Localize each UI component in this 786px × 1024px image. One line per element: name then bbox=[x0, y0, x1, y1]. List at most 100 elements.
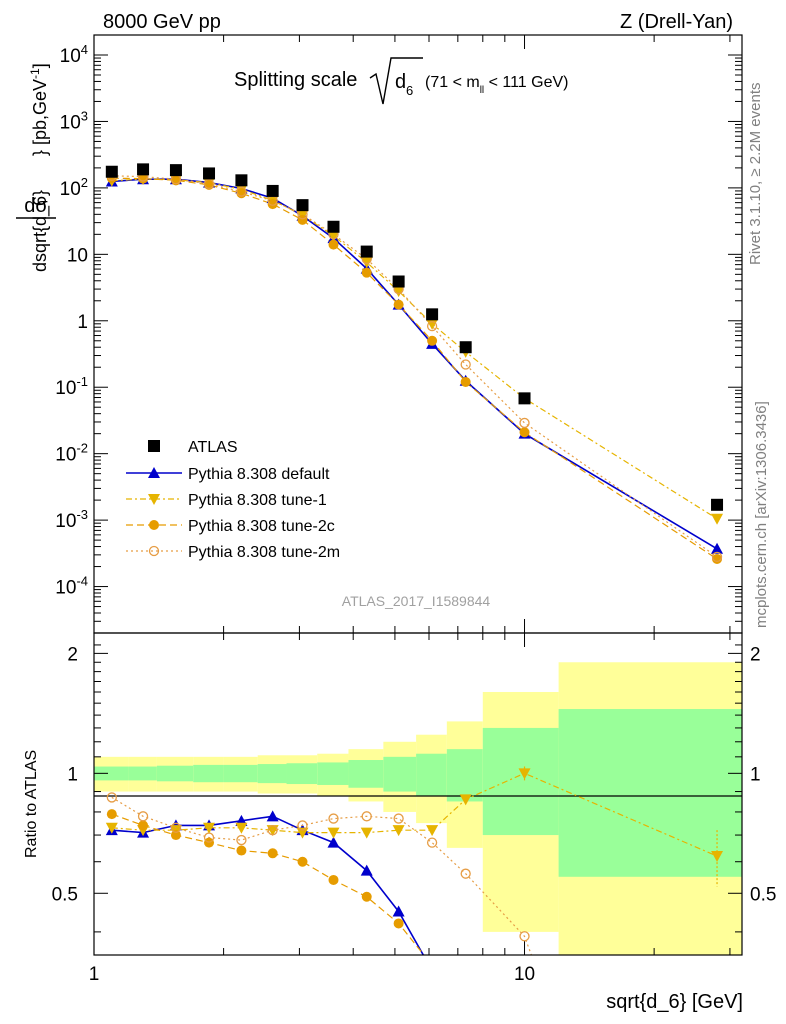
data-point bbox=[328, 239, 339, 250]
data-point bbox=[360, 257, 373, 269]
data-point bbox=[361, 267, 372, 278]
atlas-point bbox=[327, 220, 340, 233]
atlas-point bbox=[711, 498, 724, 511]
ratio-point bbox=[203, 822, 216, 834]
data-point bbox=[711, 542, 724, 554]
ratio-point bbox=[267, 825, 278, 836]
series-line-3 bbox=[111, 177, 718, 560]
data-point bbox=[392, 286, 405, 298]
legend-marker bbox=[148, 467, 160, 478]
ratio-point bbox=[328, 874, 339, 885]
inner-band bbox=[317, 762, 349, 785]
ratio-frame bbox=[93, 632, 743, 956]
ratio-point bbox=[361, 811, 372, 822]
ratio-point bbox=[519, 931, 530, 942]
main-curves bbox=[105, 163, 724, 564]
inner-band bbox=[193, 764, 224, 783]
inner-band bbox=[482, 727, 559, 836]
data-point bbox=[427, 335, 438, 346]
ratio-point bbox=[711, 851, 724, 863]
data-point bbox=[460, 359, 471, 370]
ratio-point bbox=[297, 856, 308, 867]
data-point bbox=[712, 553, 723, 564]
analysis-id: ATLAS_2017_I1589844 bbox=[342, 593, 491, 609]
legend-label: Pythia 8.308 default bbox=[188, 466, 330, 483]
legend-marker bbox=[148, 494, 160, 505]
rivet-note: Rivet 3.1.10, ≥ 2.2M events bbox=[747, 83, 764, 266]
data-point bbox=[460, 376, 471, 387]
y-tick-label: 10-4 bbox=[55, 574, 88, 599]
atlas-point bbox=[105, 165, 118, 178]
y-tick-label: 1 bbox=[77, 312, 88, 333]
data-point bbox=[519, 417, 530, 429]
ratio-point bbox=[106, 792, 117, 803]
x-axis-label: sqrt{d_6} [GeV] bbox=[606, 991, 743, 1013]
ratio-point bbox=[518, 768, 531, 780]
legend-label: Pythia 8.308 tune-2m bbox=[188, 544, 340, 561]
ratio-point bbox=[296, 827, 309, 839]
ratio-point bbox=[460, 868, 471, 879]
plot-title-var: d bbox=[395, 71, 406, 93]
atlas-point bbox=[137, 163, 150, 176]
inner-band bbox=[286, 763, 318, 785]
ratio-point bbox=[392, 905, 405, 917]
ratio-point bbox=[361, 891, 372, 902]
ratio-point bbox=[236, 834, 247, 846]
atlas-point bbox=[169, 164, 182, 177]
data-point bbox=[519, 427, 530, 438]
legend-marker bbox=[148, 440, 160, 452]
y-tick-label: 10-2 bbox=[55, 441, 88, 466]
ratio-point bbox=[235, 822, 248, 834]
y-axis-label-denominator: dsqrt{d_6} bbox=[30, 190, 51, 272]
ratio-panel: 0.5 0.5 1 1 2 2 bbox=[52, 632, 776, 956]
legend-marker bbox=[149, 520, 159, 530]
ratio-point bbox=[327, 827, 340, 839]
ratio-point bbox=[138, 820, 149, 831]
plot-title-sub: 6 bbox=[406, 83, 413, 98]
plot-title-prefix: Splitting scale bbox=[234, 69, 357, 91]
inner-band bbox=[416, 753, 447, 796]
legend-marker bbox=[148, 545, 160, 557]
inner-band bbox=[156, 765, 194, 782]
ratio-y-label: Ratio to ATLAS bbox=[23, 750, 40, 858]
y-tick-label: 103 bbox=[60, 108, 88, 133]
y-tick-label: 10 bbox=[67, 245, 88, 266]
atlas-point bbox=[392, 275, 405, 288]
inner-band bbox=[348, 760, 384, 788]
x-tick-label: 10 bbox=[514, 964, 535, 985]
inner-band bbox=[128, 766, 157, 781]
series-line-4 bbox=[111, 175, 718, 558]
atlas-point bbox=[360, 245, 373, 258]
inner-band bbox=[558, 709, 742, 877]
ratio-line-0 bbox=[111, 815, 425, 955]
x-tick-label: 1 bbox=[89, 964, 100, 985]
main-y-tick-labels: 10-4 10-3 10-2 10-1 1 10 102 103 104 bbox=[55, 42, 88, 599]
ratio-point bbox=[393, 813, 404, 824]
sqrt-symbol bbox=[369, 57, 423, 105]
data-point bbox=[297, 214, 308, 225]
ratio-point bbox=[236, 845, 247, 856]
data-point bbox=[711, 551, 723, 562]
data-point bbox=[711, 513, 724, 525]
ratio-point bbox=[170, 830, 181, 841]
plot-title: Splitting scale d 6 (71 < mll < 111 GeV) bbox=[234, 57, 568, 105]
main-panel: 10-4 10-3 10-2 10-1 1 10 102 103 104 bbox=[55, 34, 743, 634]
ratio-point bbox=[360, 827, 373, 839]
plot-title-range: (71 < mll < 111 GeV) bbox=[425, 74, 568, 96]
ratio-line-1 bbox=[111, 772, 718, 857]
legend: ATLAS Pythia 8.308 default Pythia 8.308 tu… bbox=[126, 439, 340, 561]
inner-band bbox=[257, 764, 287, 784]
legend-label: Pythia 8.308 tune-2c bbox=[188, 518, 335, 535]
data-point bbox=[327, 230, 340, 242]
atlas-point bbox=[235, 174, 248, 187]
svg-text:dσ: dσ bbox=[24, 195, 48, 217]
y-tick-label: 104 bbox=[60, 42, 88, 67]
mcplots-note: mcplots.cern.ch [arXiv:1306.3436] bbox=[753, 401, 770, 628]
ratio-point bbox=[203, 832, 215, 843]
data-point bbox=[236, 186, 247, 197]
legend-label: Pythia 8.308 tune-1 bbox=[188, 492, 327, 509]
y-tick-label: 102 bbox=[60, 175, 88, 200]
legend-label: ATLAS bbox=[188, 439, 238, 456]
ratio-line-2 bbox=[111, 813, 425, 955]
atlas-point bbox=[426, 308, 439, 321]
